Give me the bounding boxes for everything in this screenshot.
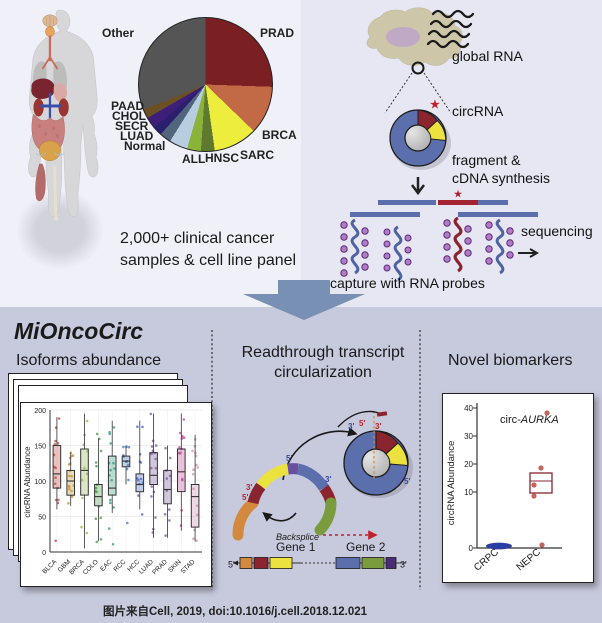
svg-text:0: 0 [42, 550, 46, 557]
svg-text:3': 3' [400, 560, 407, 570]
svg-text:50: 50 [38, 515, 46, 522]
svg-text:★: ★ [430, 99, 440, 111]
svg-text:10: 10 [464, 488, 473, 497]
svg-text:BLCA: BLCA [41, 558, 58, 575]
svg-text:5': 5' [242, 493, 248, 502]
svg-text:200: 200 [34, 408, 46, 415]
svg-text:5': 5' [359, 419, 365, 428]
svg-text:3': 3' [325, 475, 331, 484]
svg-text:100: 100 [34, 479, 46, 486]
svg-text:5': 5' [228, 560, 235, 570]
svg-text:circ-AURKA: circ-AURKA [500, 414, 559, 426]
svg-text:CRPC: CRPC [472, 547, 501, 574]
svg-text:3': 3' [348, 422, 354, 431]
svg-text:NEPC: NEPC [515, 547, 543, 573]
svg-text:3': 3' [375, 422, 381, 431]
svg-text:COLO: COLO [82, 558, 100, 576]
svg-text:3': 3' [246, 483, 252, 492]
svg-text:Gene 1: Gene 1 [276, 540, 316, 554]
svg-text:30: 30 [464, 432, 473, 441]
svg-text:20: 20 [464, 460, 473, 469]
svg-text:Gene 2: Gene 2 [346, 540, 386, 554]
svg-text:5': 5' [286, 454, 292, 463]
svg-text:5': 5' [404, 477, 410, 486]
svg-text:RCC: RCC [112, 558, 127, 573]
svg-text:40: 40 [464, 404, 473, 413]
svg-text:circRNA Abundance: circRNA Abundance [446, 441, 457, 526]
svg-text:EAC: EAC [99, 558, 114, 573]
svg-text:STAD: STAD [180, 558, 197, 575]
svg-text:circRNA Abundance: circRNA Abundance [23, 446, 32, 518]
svg-text:★: ★ [454, 189, 463, 199]
svg-text:0: 0 [469, 544, 474, 553]
svg-text:PRAD: PRAD [151, 558, 169, 576]
svg-text:150: 150 [34, 444, 46, 451]
